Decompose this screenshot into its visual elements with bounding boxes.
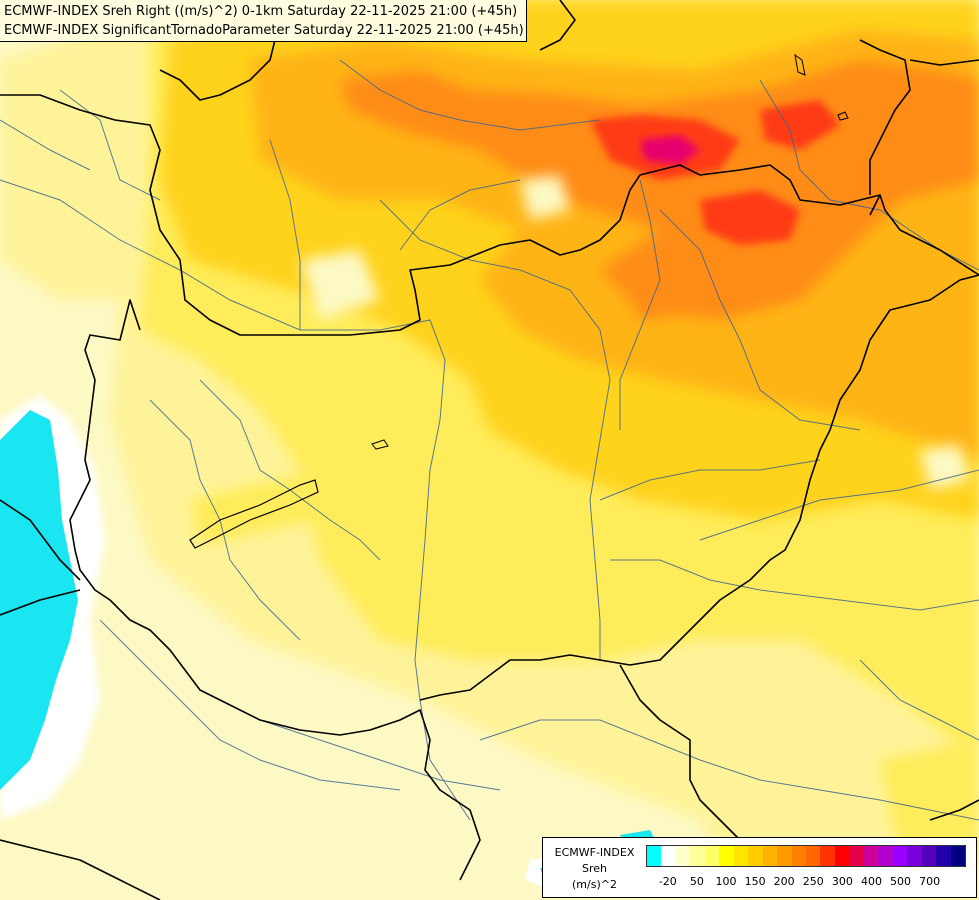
map-title-box: ECMWF-INDEX Sreh Right ((m/s)^2) 0-1km S… bbox=[0, 0, 527, 42]
legend-swatch bbox=[675, 846, 691, 866]
legend-swatch bbox=[907, 846, 922, 866]
legend-swatch bbox=[719, 846, 734, 866]
legend-tick-label: 400 bbox=[860, 875, 882, 888]
border-detail bbox=[837, 111, 849, 121]
legend-swatch bbox=[805, 846, 821, 866]
legend-swatch bbox=[704, 846, 720, 866]
legend-tick-label: 700 bbox=[919, 875, 941, 888]
legend-unit: (m/s)^2 bbox=[572, 878, 617, 891]
legend-swatch bbox=[661, 846, 676, 866]
legend-tick-label: 50 bbox=[689, 875, 704, 888]
legend-color-bar bbox=[646, 845, 966, 867]
color-legend: ECMWF-INDEX Sreh (m/s)^2 -20 50 100 150 200 2… bbox=[542, 837, 977, 898]
rivers bbox=[0, 59, 979, 821]
legend-swatch bbox=[690, 846, 705, 866]
small-lake bbox=[371, 439, 389, 450]
legend-source: ECMWF-INDEX bbox=[554, 846, 635, 859]
legend-tick-label: 150 bbox=[744, 875, 766, 888]
small-lake-east bbox=[794, 53, 806, 76]
field-magenta bbox=[640, 135, 700, 165]
lake bbox=[189, 479, 319, 549]
legend-swatch bbox=[892, 846, 908, 866]
legend-swatch bbox=[936, 846, 951, 866]
legend-swatch bbox=[921, 846, 937, 866]
legend-tick-label: 300 bbox=[831, 875, 853, 888]
legend-swatch bbox=[849, 846, 864, 866]
legend-swatch bbox=[762, 846, 778, 866]
legend-tick-label: 100 bbox=[715, 875, 737, 888]
legend-tick-label: 250 bbox=[802, 875, 824, 888]
legend-swatch bbox=[748, 846, 763, 866]
legend-swatch bbox=[777, 846, 792, 866]
legend-tick-label: 500 bbox=[890, 875, 912, 888]
legend-swatch bbox=[878, 846, 893, 866]
title-line-2: ECMWF-INDEX SignificantTornadoParameter … bbox=[4, 23, 524, 38]
legend-tick-label: -20 bbox=[658, 875, 677, 888]
legend-swatch bbox=[733, 846, 749, 866]
legend-swatch bbox=[834, 846, 850, 866]
legend-swatch bbox=[820, 846, 835, 866]
legend-swatch bbox=[950, 846, 965, 866]
legend-swatch bbox=[647, 846, 662, 866]
legend-tick-label: 200 bbox=[773, 875, 795, 888]
legend-swatch bbox=[863, 846, 879, 866]
field-pale-spots bbox=[300, 175, 970, 490]
legend-swatch bbox=[791, 846, 806, 866]
title-line-1: ECMWF-INDEX Sreh Right ((m/s)^2) 0-1km S… bbox=[4, 4, 518, 19]
legend-variable: Sreh bbox=[581, 862, 607, 875]
